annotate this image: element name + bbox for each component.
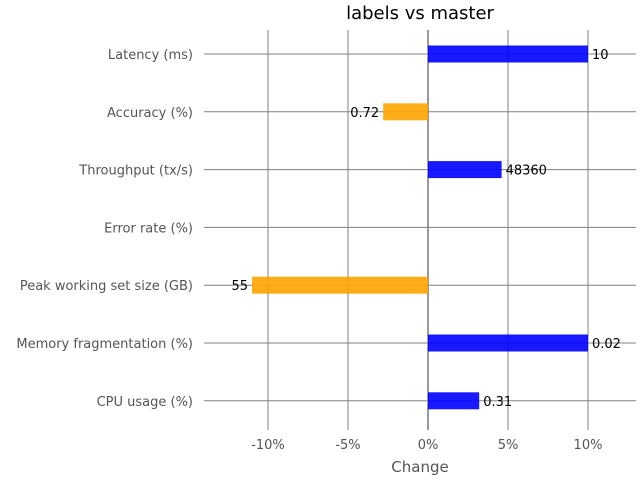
category-label: CPU usage (%) xyxy=(97,395,193,410)
bar-value-label: 48360 xyxy=(506,164,547,179)
bar-value-label: 0.31 xyxy=(483,395,512,410)
x-axis-label: Change xyxy=(391,458,448,476)
x-tick-label: -5% xyxy=(335,438,360,453)
bar xyxy=(428,45,588,63)
bar-value-label: 0.72 xyxy=(350,106,379,121)
labels: -10% -5% 0% 5% 10% Latency (ms) 10 Accuracy (%)… xyxy=(16,48,621,453)
x-tick-label: 0% xyxy=(418,438,439,453)
bar xyxy=(428,334,588,352)
category-label: Error rate (%) xyxy=(104,221,193,236)
bar xyxy=(383,103,428,121)
category-label: Peak working set size (GB) xyxy=(20,279,193,294)
bar-value-label: 10 xyxy=(592,48,609,63)
x-tick-label: -10% xyxy=(251,438,285,453)
category-label: Throughput (tx/s) xyxy=(78,164,193,179)
bar xyxy=(252,276,428,294)
bars xyxy=(252,45,588,410)
bar xyxy=(428,392,480,410)
x-tick-label: 10% xyxy=(574,438,603,453)
bar xyxy=(428,161,502,179)
category-label: Latency (ms) xyxy=(108,48,193,63)
chart-title: labels vs master xyxy=(346,3,494,24)
x-tick-label: 5% xyxy=(498,438,519,453)
bar-value-label: 0.02 xyxy=(592,337,621,352)
bar-value-label: 55 xyxy=(231,279,248,294)
category-label: Accuracy (%) xyxy=(107,106,193,121)
grid xyxy=(204,30,636,430)
category-label: Memory fragmentation (%) xyxy=(16,337,193,352)
